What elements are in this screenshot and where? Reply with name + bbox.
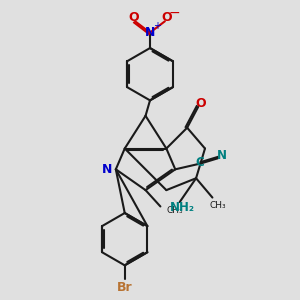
Text: N: N: [217, 149, 227, 162]
Text: N: N: [145, 26, 155, 39]
Text: C: C: [195, 156, 204, 169]
Text: O: O: [128, 11, 139, 24]
Text: O: O: [196, 98, 206, 110]
Text: NH₂: NH₂: [170, 202, 195, 214]
Text: +: +: [152, 21, 160, 31]
Text: N: N: [102, 163, 112, 176]
Text: CH₃: CH₃: [209, 201, 226, 210]
Text: Br: Br: [117, 281, 133, 294]
Text: O: O: [161, 11, 172, 24]
Text: −: −: [169, 6, 180, 20]
Text: CH₃: CH₃: [166, 206, 183, 215]
